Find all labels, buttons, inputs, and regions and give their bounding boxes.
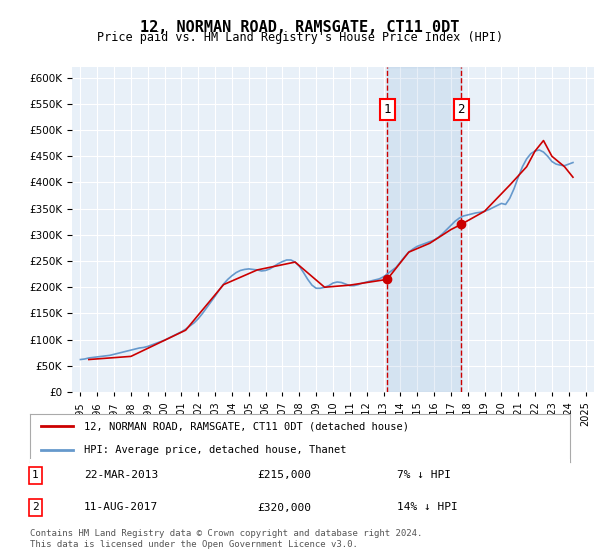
Bar <box>387 67 461 392</box>
Text: 22-MAR-2013: 22-MAR-2013 <box>84 470 158 480</box>
Text: 1: 1 <box>32 470 39 480</box>
Text: 14% ↓ HPI: 14% ↓ HPI <box>397 502 458 512</box>
Text: 2: 2 <box>32 502 39 512</box>
Text: HPI: Average price, detached house, Thanet: HPI: Average price, detached house, Than… <box>84 445 347 455</box>
Text: 2: 2 <box>457 103 465 116</box>
Text: 1: 1 <box>383 103 391 116</box>
Text: £320,000: £320,000 <box>257 502 311 512</box>
Text: 12, NORMAN ROAD, RAMSGATE, CT11 0DT: 12, NORMAN ROAD, RAMSGATE, CT11 0DT <box>140 20 460 35</box>
Text: Contains HM Land Registry data © Crown copyright and database right 2024.
This d: Contains HM Land Registry data © Crown c… <box>30 529 422 549</box>
Text: Price paid vs. HM Land Registry's House Price Index (HPI): Price paid vs. HM Land Registry's House … <box>97 31 503 44</box>
Text: £215,000: £215,000 <box>257 470 311 480</box>
Text: 11-AUG-2017: 11-AUG-2017 <box>84 502 158 512</box>
Text: 7% ↓ HPI: 7% ↓ HPI <box>397 470 451 480</box>
Text: 12, NORMAN ROAD, RAMSGATE, CT11 0DT (detached house): 12, NORMAN ROAD, RAMSGATE, CT11 0DT (det… <box>84 421 409 431</box>
